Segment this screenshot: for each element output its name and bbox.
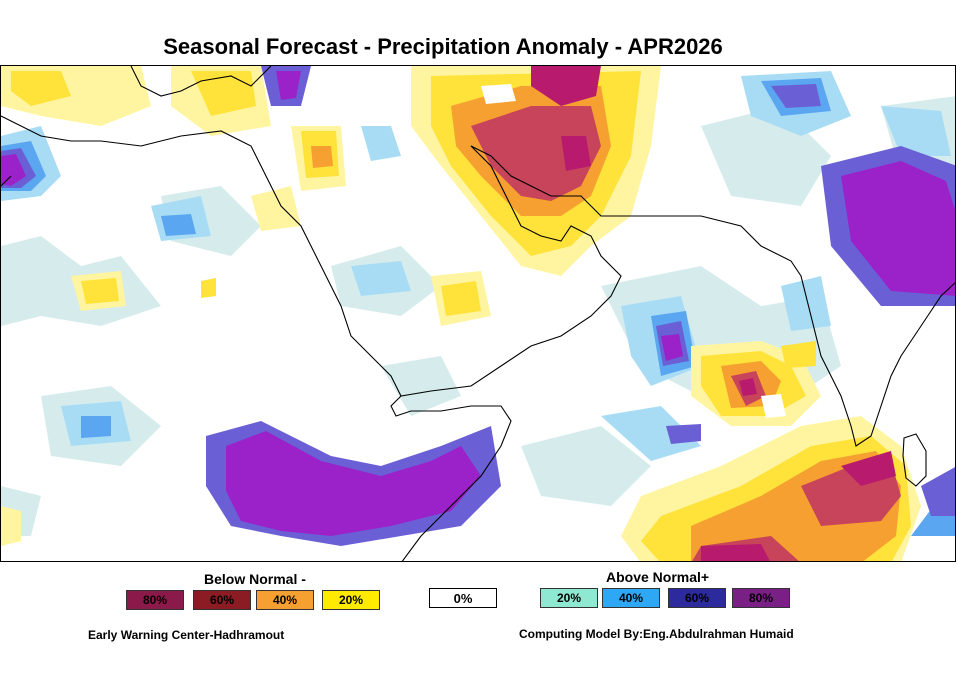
page-title: Seasonal Forecast - Precipitation Anomal… <box>163 34 723 59</box>
footer-left: Early Warning Center-Hadhramout <box>88 628 285 642</box>
magenta-zones <box>531 66 896 561</box>
legend-above-80: 80% <box>732 588 790 608</box>
footer-right: Computing Model By:Eng.Abdulrahman Humai… <box>519 627 794 641</box>
legend-below-40: 40% <box>256 590 314 610</box>
white-gaps <box>481 84 786 418</box>
legend-below-80: 80% <box>126 590 184 610</box>
above-normal-label: Above Normal+ <box>606 569 710 585</box>
legend-below-60: 60% <box>193 590 251 610</box>
legend-zero: 0% <box>429 588 497 608</box>
anomaly-map <box>0 65 956 562</box>
map-canvas <box>1 66 955 561</box>
coastline <box>1 66 955 561</box>
below-normal-label: Below Normal - <box>204 571 306 587</box>
purple-zones <box>1 71 955 536</box>
legend-above-60: 60% <box>668 588 726 608</box>
legend-above-20: 20% <box>540 588 598 608</box>
legend-above-40: 40% <box>602 588 660 608</box>
legend-below-20: 20% <box>322 590 380 610</box>
